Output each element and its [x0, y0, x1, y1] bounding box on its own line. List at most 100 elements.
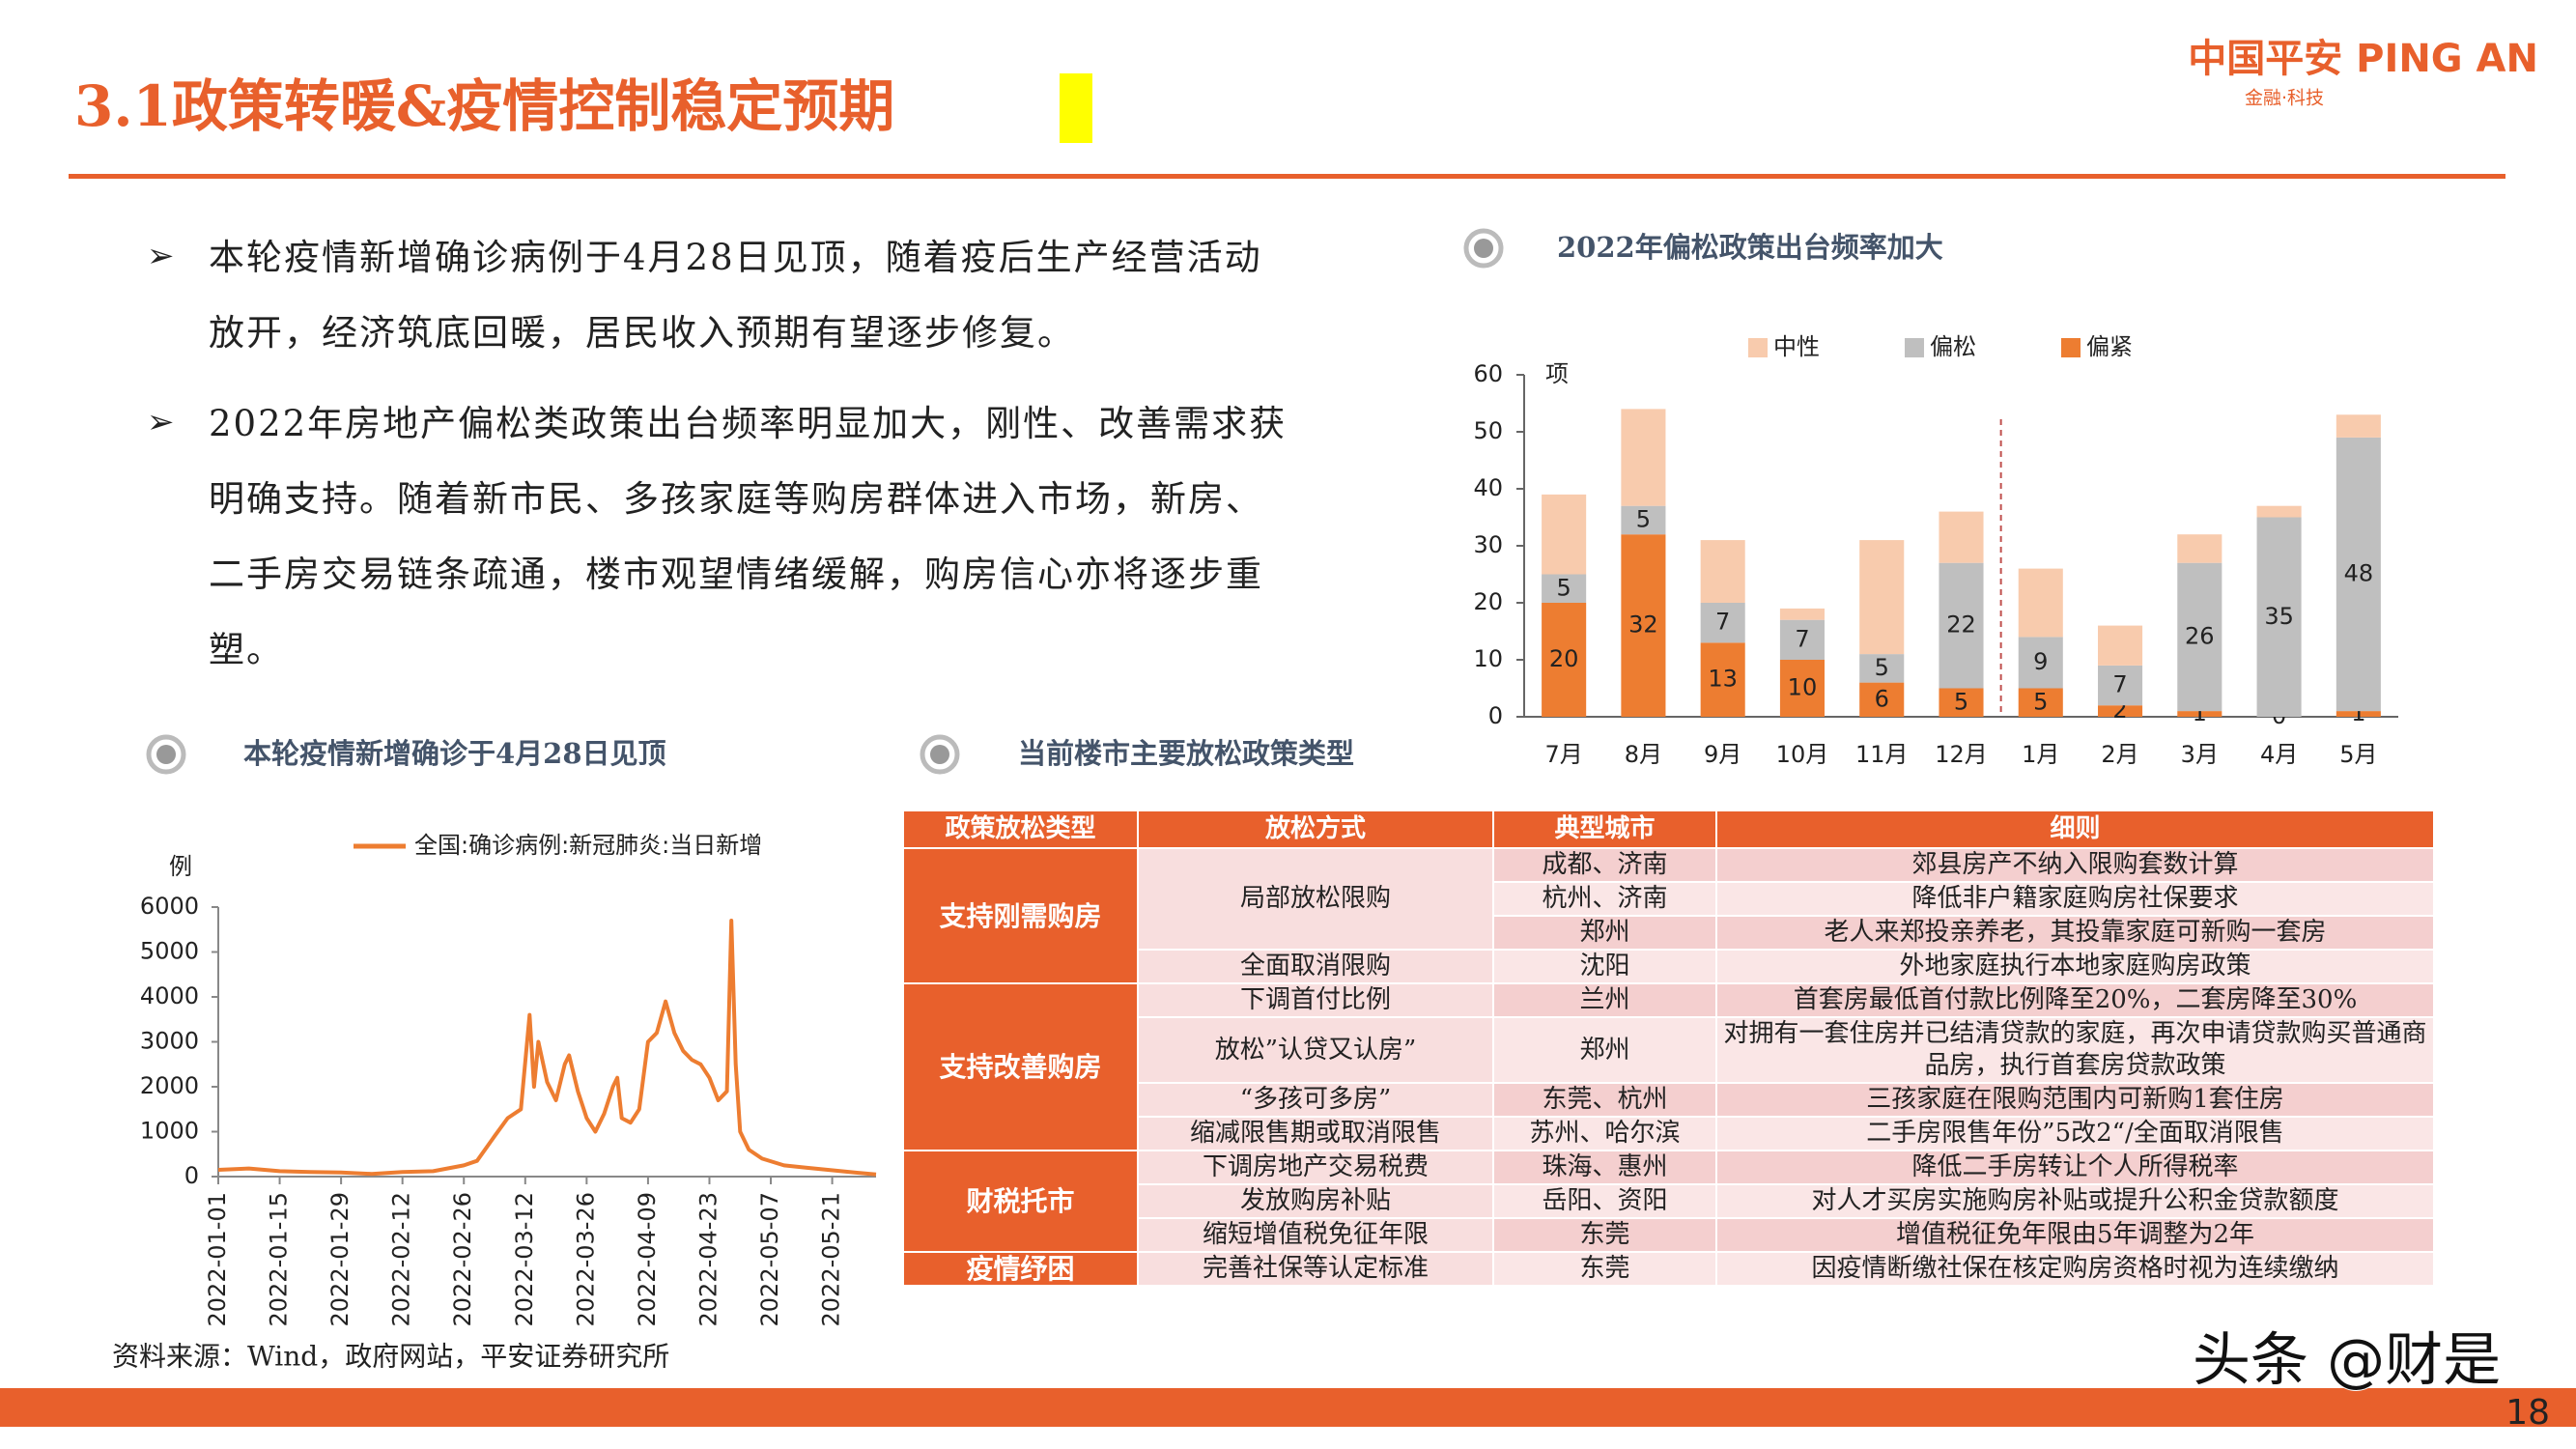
- highlight-box: [1060, 73, 1092, 143]
- policy-method: “多孩可多房”: [1137, 1082, 1494, 1118]
- policy-type: 疫情纾困: [902, 1251, 1139, 1287]
- detail: 因疫情断缴社保在核定购房资格时视为连续缴纳: [1715, 1251, 2435, 1287]
- data-label: 7: [1795, 625, 1809, 652]
- detail: 降低非户籍家庭购房社保要求: [1715, 881, 2435, 917]
- y-tick-label: 0: [184, 1162, 199, 1189]
- x-tick-label: 9月: [1704, 741, 1741, 768]
- table-row: 放松”认贷又认房” 郑州 对拥有一套住房并已结清贷款的家庭，再次申请贷款购买普通商品…: [903, 1016, 2435, 1084]
- bar-segment: [2098, 625, 2143, 666]
- y-tick-label: 1000: [140, 1118, 199, 1145]
- detail: 降低二手房转让个人所得税率: [1715, 1150, 2435, 1185]
- policy-method: 下调首付比例: [1137, 982, 1494, 1018]
- bar-segment: [1939, 511, 1984, 563]
- x-tick-label: 8月: [1625, 741, 1662, 768]
- legend-swatch: [1748, 338, 1768, 357]
- data-label: 22: [1946, 611, 1976, 639]
- policy-method: 缩短增值税免征年限: [1137, 1217, 1494, 1253]
- y-tick-label: 50: [1473, 417, 1503, 444]
- y-tick-label: 5000: [140, 938, 199, 965]
- table-row: 郑州 老人来郑投亲养老，其投靠家庭可新购一套房: [903, 915, 2435, 951]
- data-label: 48: [2344, 560, 2374, 587]
- table-row: 杭州、济南 降低非户籍家庭购房社保要求: [903, 881, 2435, 917]
- y-tick-label: 6000: [140, 893, 199, 920]
- x-tick-label: 2022-04-23: [694, 1192, 722, 1326]
- policy-type: 支持改善购房: [902, 982, 1139, 1151]
- x-tick-label: 3月: [2181, 741, 2219, 768]
- policy-method: 发放购房补贴: [1137, 1183, 1494, 1219]
- bar-segment: [2018, 637, 2063, 689]
- bar-segment: [1542, 494, 1587, 575]
- y-unit: 项: [1545, 360, 1569, 387]
- legend-label: 偏松: [1930, 333, 1976, 360]
- y-unit: 例: [169, 853, 192, 880]
- table-row: 发放购房补贴 岳阳、资阳 对人才买房实施购房补贴或提升公积金贷款额度: [903, 1183, 2435, 1219]
- table-row: 缩短增值税免征年限 东莞 增值税征免年限由5年调整为2年: [903, 1217, 2435, 1253]
- page-number: 18: [2505, 1393, 2550, 1433]
- table-row: 疫情纾困 完善社保等认定标准 东莞 因疫情断缴社保在核定购房资格时视为连续缴纳: [902, 1251, 2435, 1287]
- table: 政策放松类型 放松方式 典型城市 细则 支持刚需购房 局部放松限购 成都、济南 郊县房产不纳入…: [902, 810, 2435, 1287]
- x-tick-label: 4月: [2260, 741, 2298, 768]
- data-label: 7: [1715, 609, 1730, 636]
- bar-segment: [2177, 562, 2222, 712]
- x-tick-label: 10月: [1776, 741, 1829, 768]
- detail: 郊县房产不纳入限购套数计算: [1715, 847, 2435, 883]
- data-label: 5: [1556, 574, 1571, 601]
- source-note: 资料来源：Wind，政府网站，平安证券研究所: [112, 1341, 669, 1373]
- legend-label: 全国:确诊病例:新冠肺炎:当日新增: [414, 832, 762, 859]
- bar-segment: [1700, 642, 1745, 717]
- data-label: 5: [1875, 654, 1889, 681]
- legend-swatch: [2061, 338, 2081, 357]
- policy-type: 支持刚需购房: [902, 847, 1139, 984]
- table-row: 缩减限售期或取消限售 苏州、哈尔滨 二手房限售年份”5改2“/全面取消限售: [903, 1116, 2435, 1151]
- y-tick-label: 4000: [140, 982, 199, 1009]
- bar-segment: [2018, 568, 2063, 638]
- y-tick-label: 0: [1488, 702, 1503, 729]
- bar-segment: [1542, 603, 1587, 717]
- x-tick-label: 2022-05-21: [818, 1192, 845, 1326]
- bar-segment: [2335, 414, 2381, 438]
- detail: 对拥有一套住房并已结清贷款的家庭，再次申请贷款购买普通商品房，执行首套房贷款政策: [1715, 1016, 2435, 1084]
- data-label: 6: [1875, 685, 1889, 712]
- column-header: 细则: [1715, 810, 2435, 849]
- detail: 三孩家庭在限购范围内可新购1套住房: [1715, 1082, 2435, 1118]
- detail: 增值税征免年限由5年调整为2年: [1715, 1217, 2435, 1253]
- data-label: 32: [1628, 611, 1658, 639]
- city: 杭州、济南: [1492, 881, 1717, 917]
- detail: 对人才买房实施购房补贴或提升公积金贷款额度: [1715, 1183, 2435, 1219]
- city: 苏州、哈尔滨: [1492, 1116, 1717, 1151]
- bar-segment: [2256, 505, 2302, 518]
- footer-bar: [0, 1388, 2576, 1427]
- y-tick-label: 3000: [140, 1028, 199, 1055]
- data-label: 5: [1636, 505, 1651, 532]
- x-tick-label: 2月: [2101, 741, 2138, 768]
- table-row: 全面取消限购 沈阳 外地家庭执行本地家庭购房政策: [903, 949, 2435, 984]
- bar-segment: [1859, 654, 1905, 683]
- logo: 中国平安 PING AN: [2188, 37, 2538, 81]
- bar-segment: [1939, 562, 1984, 689]
- x-tick-label: 2022-04-09: [634, 1192, 661, 1326]
- header-row: 政策放松类型 放松方式 典型城市 细则: [902, 810, 2435, 849]
- bar-segment: [2335, 437, 2381, 712]
- chart-caption: 本轮疫情新增确诊于4月28日见顶: [243, 737, 666, 770]
- logo-tagline: 金融·科技: [2245, 88, 2324, 109]
- x-tick-label: 1月: [2022, 741, 2059, 768]
- bullet-text: 2022年房地产偏松类政策出台频率明显加大，刚性、改善需求获明确支持。随着新市民…: [209, 403, 1288, 670]
- data-label: 7: [2112, 671, 2127, 698]
- city: 郑州: [1492, 1016, 1717, 1084]
- detail: 首套房最低首付款比例降至20%，二套房降至30%: [1715, 982, 2435, 1018]
- city: 成都、济南: [1492, 847, 1717, 883]
- data-label: 5: [1954, 688, 1968, 715]
- data-label: 20: [1549, 645, 1579, 672]
- bar-segment: [1779, 608, 1825, 620]
- detail: 外地家庭执行本地家庭购房政策: [1715, 949, 2435, 984]
- data-label: 9: [2033, 648, 2048, 675]
- legend-swatch: [1905, 338, 1924, 357]
- bar-segment: [1621, 534, 1666, 717]
- data-line: [217, 919, 877, 1177]
- bar-segment: [2098, 665, 2143, 706]
- bullet-icon: ➢: [147, 237, 175, 275]
- y-tick-label: 10: [1473, 645, 1503, 672]
- column-header: 放松方式: [1137, 810, 1494, 849]
- city: 东莞、杭州: [1492, 1082, 1717, 1118]
